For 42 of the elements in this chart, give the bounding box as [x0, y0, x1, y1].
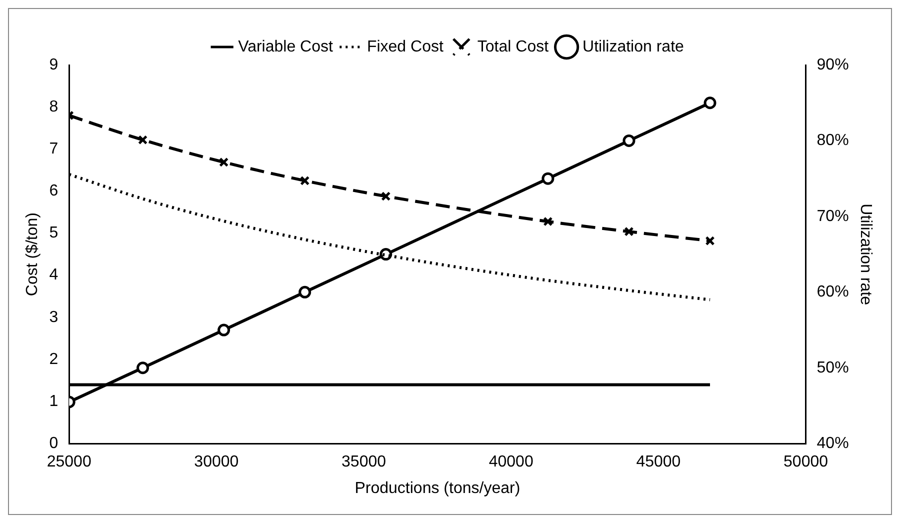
legend-label: Total Cost	[477, 38, 550, 56]
y2-tick-label: 80%	[816, 132, 849, 150]
y-tick-label: 9	[49, 56, 58, 74]
y-tick-label: 3	[49, 308, 58, 326]
point	[381, 191, 391, 202]
point	[298, 286, 312, 298]
point	[300, 176, 310, 186]
y2-tick-label: 90%	[816, 56, 849, 74]
y-tick-label: 1	[49, 392, 58, 410]
y2-tick-label: 40%	[816, 435, 849, 452]
y-tick-label: 8	[49, 98, 58, 116]
x-tick-label: 25000	[46, 454, 92, 471]
point	[542, 172, 554, 185]
point	[624, 226, 634, 236]
legend-label: Fixed Cost	[366, 38, 444, 56]
y-axis-title: Cost ($/ton)	[24, 212, 42, 296]
y2-tick-label: 50%	[816, 359, 849, 376]
point	[705, 236, 715, 246]
y-tick-label: 6	[49, 182, 58, 200]
x-tick-label: 45000	[636, 454, 681, 471]
legend-label: Utilization rate	[582, 38, 684, 56]
y-tick-label: 0	[49, 435, 58, 452]
point	[622, 134, 636, 147]
x-tick-label: 50000	[784, 454, 828, 471]
point	[704, 96, 716, 110]
point	[218, 324, 230, 336]
y2-tick-label: 60%	[816, 284, 849, 301]
x-tick-label: 30000	[194, 454, 239, 471]
point	[138, 135, 148, 145]
x-tick-label: 40000	[488, 454, 534, 471]
x-axis-title: Productions (tons/year)	[354, 480, 520, 497]
legend-label: Variable Cost	[238, 38, 334, 56]
y-tick-label: 5	[49, 224, 58, 242]
point	[543, 216, 553, 226]
y-tick-label: 4	[49, 266, 58, 284]
point	[219, 157, 229, 167]
y2-axis-title: Utilization rate	[856, 204, 874, 306]
point	[136, 362, 150, 374]
x-tick-label: 35000	[342, 454, 386, 471]
y-tick-label: 7	[49, 140, 58, 158]
y2-tick-label: 70%	[816, 208, 849, 225]
y-tick-label: 2	[49, 350, 58, 368]
